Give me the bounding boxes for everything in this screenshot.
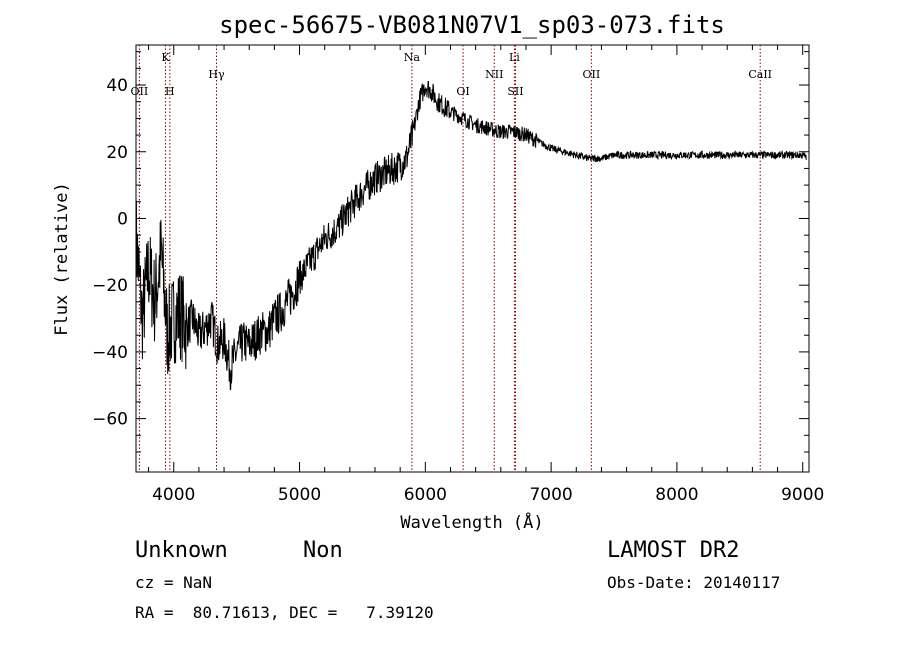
x-tick-label: 8000 — [655, 485, 698, 505]
y-tick-label: 40 — [106, 76, 128, 96]
object-subclass: Non — [303, 538, 343, 563]
y-tick-label: 0 — [117, 209, 128, 229]
axes-frame — [135, 44, 810, 473]
x-tick-label: 4000 — [152, 485, 195, 505]
spectrum-line — [135, 81, 807, 391]
y-tick-label: −60 — [92, 410, 128, 430]
x-tick-label: 7000 — [529, 485, 572, 505]
spectral-line-label: OII — [583, 68, 601, 81]
spectral-line-label: Hγ — [208, 68, 225, 81]
observation-date: Obs-Date: 20140117 — [607, 573, 781, 592]
x-tick-label: 6000 — [404, 485, 447, 505]
spectral-line-label: OI — [456, 85, 469, 98]
spectral-line-label: SII — [507, 85, 523, 98]
axis-ticks: 4000 5000 6000 7000 8000 9000 −60 −40 −20 0 20 40 — [92, 45, 824, 505]
spectral-line-label: Na — [404, 51, 421, 64]
spectral-line-label: H — [165, 85, 175, 98]
spectrum-plot: spec-56675-VB081N07V1_sp03-073.fits OII K… — [52, 11, 824, 533]
chart-title: spec-56675-VB081N07V1_sp03-073.fits — [219, 11, 725, 39]
y-tick-label: −40 — [92, 343, 128, 363]
spectral-line-label: OII — [131, 85, 149, 98]
spectral-line-label: NII — [485, 68, 503, 81]
y-axis-label: Flux (relative) — [52, 182, 72, 336]
coordinates: RA = 80.71613, DEC = 7.39120 — [135, 603, 434, 622]
spectrum-layer — [135, 81, 807, 391]
y-tick-label: −20 — [92, 276, 128, 296]
spectral-line-label: Li — [509, 51, 520, 64]
cz-value: cz = NaN — [135, 573, 213, 592]
y-tick-label: 20 — [106, 143, 128, 163]
spectral-line-label: K — [161, 51, 170, 64]
object-class: Unknown — [135, 538, 228, 563]
spectral-line-label: CaII — [748, 68, 772, 81]
survey-name: LAMOST DR2 — [607, 538, 740, 563]
x-tick-label: 5000 — [278, 485, 321, 505]
x-tick-label: 9000 — [781, 485, 824, 505]
x-axis-label: Wavelength (Å) — [400, 511, 543, 533]
spectral-line-markers: OII K H Hγ Na OI NII Li SII OII CaII — [131, 45, 772, 472]
